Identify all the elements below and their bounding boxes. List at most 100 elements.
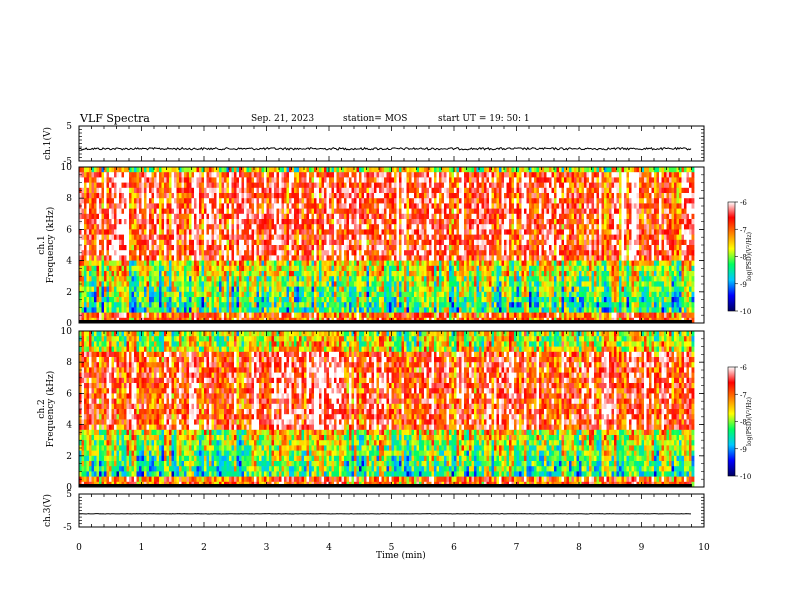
spec-ch1-cell: [189, 271, 192, 277]
spec-ch1-cell: [229, 265, 232, 272]
spec-ch1-cell: [431, 208, 435, 215]
spec-ch1-cell: [479, 250, 482, 256]
spec-ch1-cell: [231, 229, 235, 235]
spec-ch1-cell: [151, 219, 155, 225]
spec-ch1-cell: [311, 167, 315, 173]
spec-ch1-cell: [394, 260, 397, 267]
spec-ch1-cell: [179, 312, 182, 319]
spec-ch1-cell: [286, 177, 290, 183]
spec-ch1-cell: [381, 177, 385, 183]
spec-ch1-cell: [314, 302, 317, 308]
spec-ch1-cell: [381, 234, 385, 241]
spec-ch1-cell: [141, 291, 145, 298]
spec-ch1-cell: [294, 203, 297, 209]
spec-ch1-cell: [236, 177, 240, 183]
spec-ch1-cell: [471, 234, 475, 241]
spec-ch1-cell: [331, 312, 335, 319]
spec-ch1-cell: [391, 312, 395, 319]
spec-ch1-cell: [439, 177, 442, 183]
spec-ch1-cell: [324, 276, 327, 282]
spec-ch1-cell: [276, 198, 280, 204]
spec-ch1-cell: [161, 250, 165, 256]
spec-ch1-cell: [326, 286, 330, 293]
spec-ch1-cell: [91, 260, 95, 267]
spec-ch1-cell: [469, 250, 472, 256]
spec-ch1-cell: [201, 203, 205, 209]
spec-ch1-cell: [211, 203, 215, 209]
spec-ch1-cell: [256, 234, 260, 241]
spec-ch1-cell: [114, 224, 117, 230]
spec-ch1-cell: [189, 255, 192, 261]
spec-ch1-cell: [436, 193, 440, 199]
spec-ch1-cell: [126, 193, 130, 199]
spec-ch1-cell: [231, 177, 235, 183]
spec-ch1-cell: [399, 239, 402, 246]
spec-ch1-cell: [371, 302, 375, 308]
spec-ch1-cell: [99, 234, 102, 241]
spec-ch1-cell: [96, 276, 100, 282]
spec-ch1-cell: [196, 224, 200, 230]
spec-ch1-cell: [409, 286, 412, 293]
spec-ch1-cell: [341, 312, 345, 319]
spec-ch1-cell: [439, 250, 442, 256]
spec-ch1-cell: [246, 307, 250, 313]
spec-ch1-cell: [409, 281, 412, 287]
spec-ch1-cell: [134, 255, 137, 261]
spec-ch1-cell: [296, 291, 300, 298]
spec-ch1-cell: [171, 302, 175, 308]
spec-ch1-cell: [419, 307, 422, 313]
spec-ch1-cell: [146, 245, 150, 251]
spec-ch1-cell: [366, 187, 370, 194]
spec-ch1-cell: [106, 229, 110, 235]
spec-ch1-cell: [84, 245, 87, 251]
spec-ch1-cell: [451, 198, 455, 204]
spec-ch1-cell: [229, 271, 232, 277]
spec-ch1-cell: [464, 260, 467, 267]
spec-ch1-cell: [121, 234, 125, 241]
spec-ch1-cell: [384, 198, 387, 204]
spec-ch1-cell: [419, 312, 422, 319]
spec-ch1-cell: [221, 182, 225, 189]
spec-ch1-cell: [86, 255, 90, 261]
spec-ch1-cell: [236, 260, 240, 267]
spec-ch1-cell: [359, 260, 362, 267]
spec-ch1-cell: [394, 213, 397, 220]
spec-ch1-cell: [179, 265, 182, 272]
spec-ch1-cell: [449, 265, 452, 272]
spec-ch1-cell: [334, 198, 337, 204]
spec-ch1-cell: [334, 276, 337, 282]
spec-ch1-cell: [124, 271, 127, 277]
spec-ch1-cell: [421, 203, 425, 209]
spec-ch1-cell: [119, 219, 122, 225]
spec-ch1-cell: [256, 224, 260, 230]
spec-ch1-cell: [286, 208, 290, 215]
spec-ch1-cell: [449, 307, 452, 313]
spec-ch1-cell: [246, 167, 250, 173]
spec-ch1-cell: [341, 213, 345, 220]
spec-ch1-cell: [256, 182, 260, 189]
spec-ch1-cell: [461, 167, 465, 173]
spec-ch1-cell: [81, 182, 85, 189]
spec-ch1-cell: [214, 307, 217, 313]
spec-ch1-cell: [201, 213, 205, 220]
spec-ch1-cell: [444, 229, 447, 235]
spec-ch1-cell: [364, 198, 367, 204]
spec-ch1-cell: [106, 213, 110, 220]
spec-ch1-cell: [171, 203, 175, 209]
spec-ch1-cell: [394, 198, 397, 204]
spec-ch1-cell: [374, 281, 377, 287]
spec-ch1-cell: [236, 198, 240, 204]
spec-ch1-cell: [476, 234, 480, 241]
spec-ch1-cell: [301, 297, 305, 303]
spec-ch1-cell: [434, 219, 437, 225]
spec-ch1-cell: [204, 208, 207, 215]
spec-ch1-cell: [294, 182, 297, 189]
spec-ch1-cell: [356, 297, 360, 303]
spec-ch1-cell: [126, 219, 130, 225]
spec-ch1-cell: [334, 219, 337, 225]
spec-ch1-cell: [361, 187, 365, 194]
spec-ch1-cell: [374, 245, 377, 251]
spec-ch1-cell: [384, 291, 387, 298]
spec-ch1-cell: [369, 187, 372, 194]
spec-ch1-cell: [144, 229, 147, 235]
